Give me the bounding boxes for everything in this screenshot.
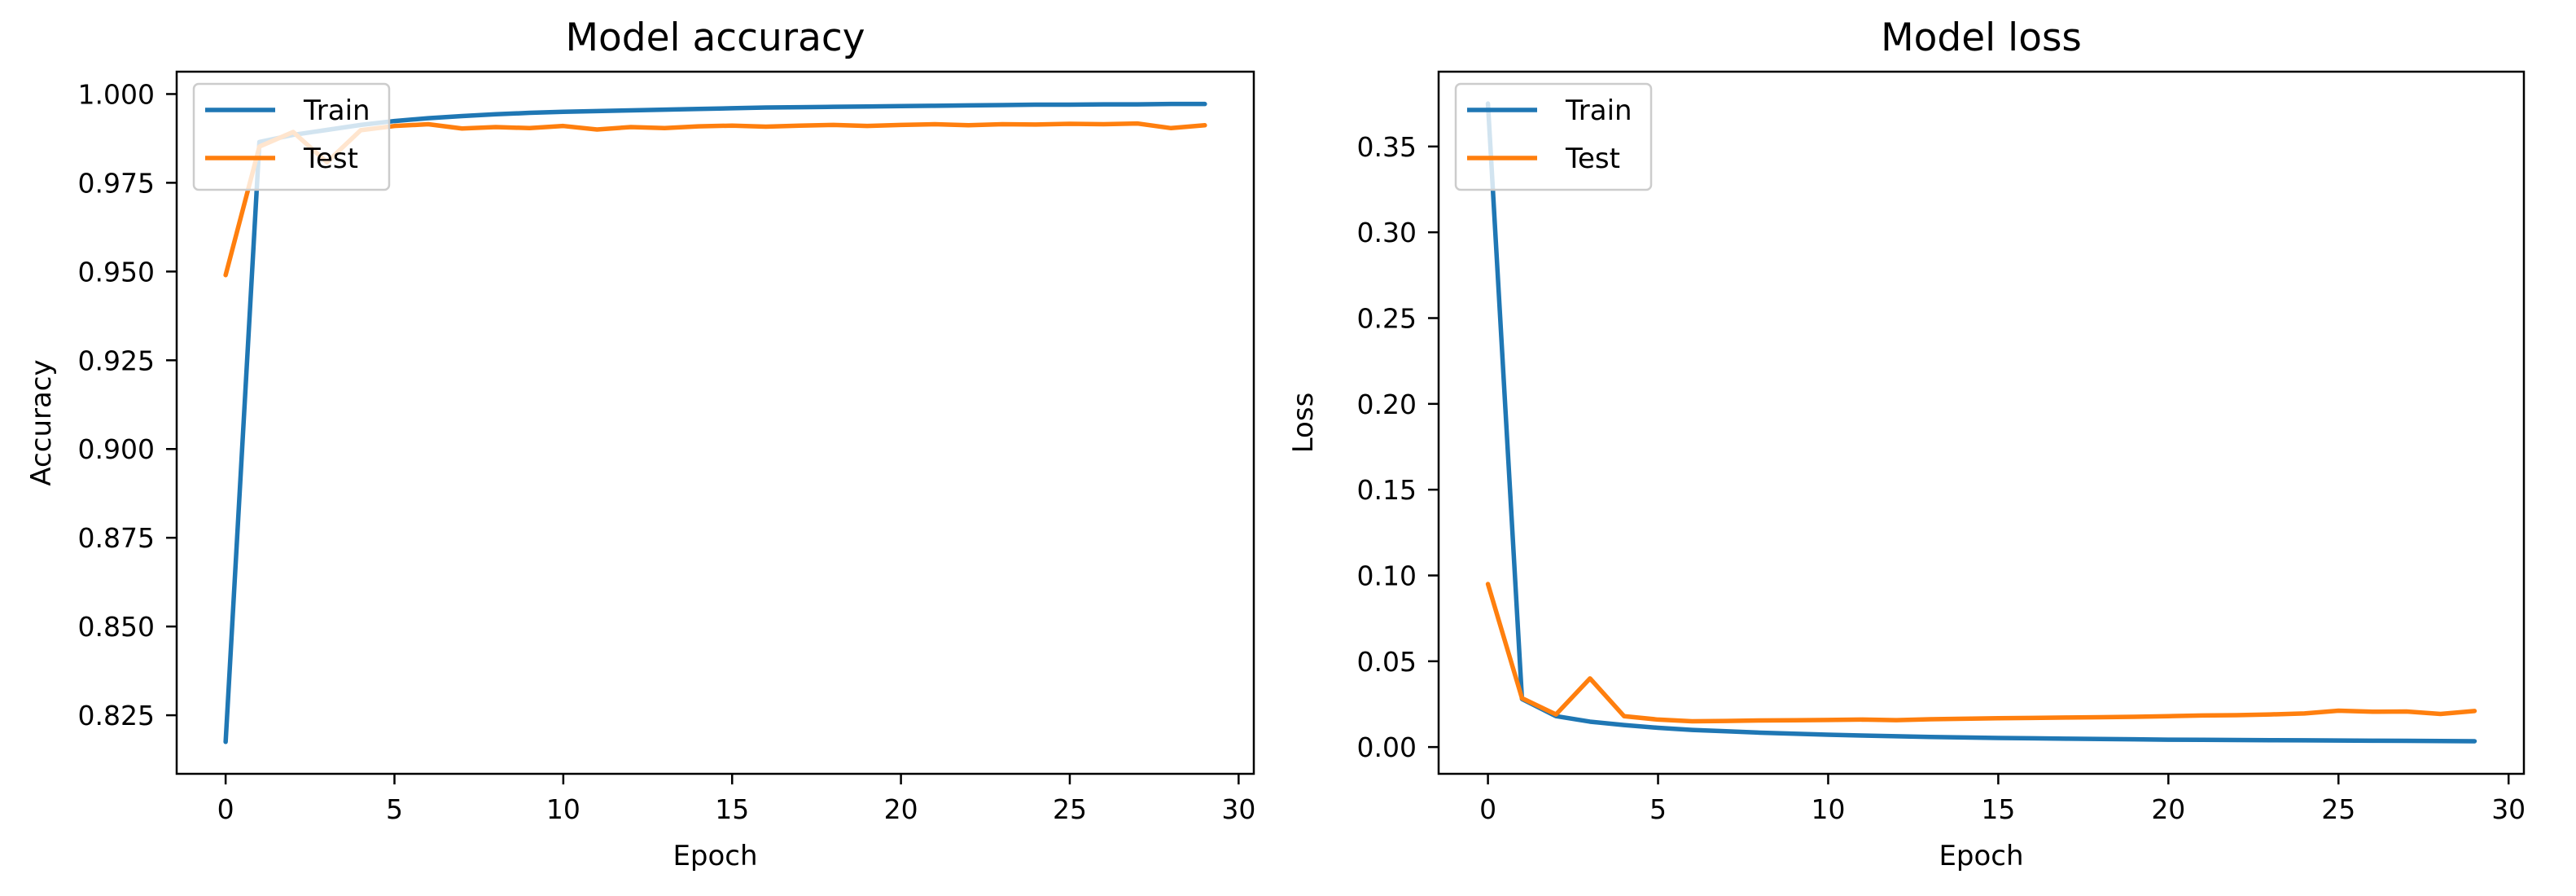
chart-title: Model accuracy: [565, 15, 865, 60]
y-axis: 0.825 0.850 0.875 0.900 0.925 0.950 0.975 1.000: [78, 78, 177, 731]
y-tick-label: 0.20: [1357, 389, 1417, 420]
x-axis-label: Epoch: [1939, 840, 2023, 872]
train-line: [223, 101, 1207, 744]
x-axis-label: Epoch: [672, 840, 757, 872]
legend-test-label: Test: [1565, 143, 1620, 175]
y-tick-label: 0.825: [78, 700, 155, 731]
x-tick-label: 30: [2491, 793, 2526, 825]
loss-chart: 0 5 10 15 20 25 30 0.00 0.05 0.10 0.15 0.20 0.25 0.30…: [1287, 15, 2526, 872]
y-tick-label: 0.925: [78, 345, 155, 376]
test-line: [1485, 582, 2477, 724]
legend-train-label: Train: [303, 94, 370, 127]
x-tick-label: 5: [1649, 793, 1667, 825]
y-tick-label: 1.000: [78, 78, 155, 110]
x-tick-label: 5: [386, 793, 403, 825]
y-tick-label: 0.900: [78, 433, 155, 465]
y-tick-label: 0.35: [1357, 131, 1417, 163]
y-axis: 0.00 0.05 0.10 0.15 0.20 0.25 0.30 0.35: [1357, 131, 1439, 763]
x-tick-label: 10: [1811, 793, 1845, 825]
x-tick-label: 0: [217, 793, 234, 825]
y-tick-label: 0.25: [1357, 303, 1417, 335]
accuracy-chart: 0 5 10 15 20 25 30 0.825 0.850 0.875 0.900 0.925 0.9…: [25, 15, 1255, 872]
x-tick-label: 15: [1981, 793, 2015, 825]
x-axis: 0 5 10 15 20 25 30: [1479, 774, 2526, 825]
legend: Train Test: [1454, 82, 1653, 191]
x-axis: 0 5 10 15 20 25 30: [217, 774, 1255, 825]
plot-frame: [175, 70, 1255, 775]
y-tick-label: 0.875: [78, 522, 155, 554]
x-tick-label: 20: [2151, 793, 2185, 825]
y-tick-label: 0.975: [78, 167, 155, 199]
y-tick-label: 0.00: [1357, 731, 1417, 763]
x-tick-label: 20: [884, 793, 918, 825]
legend-train-label: Train: [1565, 94, 1632, 127]
x-tick-label: 15: [715, 793, 749, 825]
y-tick-label: 0.05: [1357, 646, 1417, 678]
legend: Train Test: [192, 82, 391, 191]
x-tick-label: 0: [1479, 793, 1496, 825]
y-tick-label: 0.15: [1357, 474, 1417, 506]
x-tick-label: 25: [2321, 793, 2355, 825]
y-tick-label: 0.950: [78, 256, 155, 288]
y-tick-label: 0.850: [78, 611, 155, 643]
train-line: [1485, 101, 2477, 744]
plot-frame: [1437, 70, 2526, 775]
chart-title: Model loss: [1881, 15, 2082, 60]
x-tick-label: 25: [1053, 793, 1087, 825]
legend-test-label: Test: [303, 143, 358, 175]
y-axis-label: Accuracy: [25, 359, 58, 485]
y-axis-label: Loss: [1287, 393, 1320, 454]
x-tick-label: 30: [1221, 793, 1255, 825]
x-tick-label: 10: [546, 793, 580, 825]
y-tick-label: 0.10: [1357, 560, 1417, 591]
y-tick-label: 0.30: [1357, 217, 1417, 248]
